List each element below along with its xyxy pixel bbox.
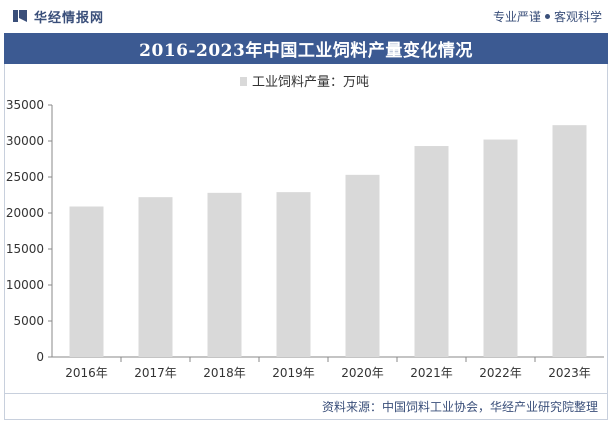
bar-chart: 工业饲料产量：万吨 0 5000 10000 15000 20000 25000 30000 3… (6, 75, 604, 380)
legend-swatch (240, 77, 247, 86)
x-tick-label: 2023年 (548, 366, 591, 380)
y-tick-label: 25000 (6, 170, 44, 184)
y-tick-label: 15000 (6, 242, 44, 256)
brand-name: 华经情报网 (34, 10, 105, 26)
bar (345, 174, 380, 357)
legend-label: 工业饲料产量：万吨 (252, 75, 369, 90)
slogan-right: 客观科学 (553, 9, 602, 24)
x-tick-label: 2021年 (410, 366, 453, 380)
x-tick-label: 2019年 (272, 366, 315, 380)
chart-title: 2016-2023年中国工业饲料产量变化情况 (139, 41, 473, 61)
slogan-left: 专业严谨 (492, 9, 541, 24)
y-tick-label: 0 (36, 350, 44, 364)
brand: 华经情报网 (12, 7, 104, 26)
bar (207, 192, 242, 357)
header-bar: 华经情报网 专业严谨 客观科学 (0, 0, 612, 32)
y-tick-label: 10000 (6, 278, 44, 292)
bar (276, 192, 311, 357)
footer-divider (4, 393, 608, 394)
title-bar: 2016-2023年中国工业饲料产量变化情况 (4, 33, 608, 64)
x-tick-label: 2020年 (341, 366, 384, 380)
y-tick-label: 5000 (13, 314, 44, 328)
bar (552, 125, 587, 357)
x-tick-label: 2017年 (134, 366, 177, 380)
slogan: 专业严谨 客观科学 (493, 8, 602, 25)
source-note: 资料来源：中国饲料工业协会，华经产业研究院整理 (321, 400, 598, 414)
x-tick-label: 2018年 (203, 366, 246, 380)
x-tick-label: 2022年 (479, 366, 522, 380)
bar (69, 206, 104, 357)
x-tick-label: 2016年 (65, 366, 108, 380)
bar (138, 197, 173, 357)
bar (483, 139, 518, 357)
bullet-dot-icon (544, 13, 550, 19)
logo-icon (13, 10, 27, 22)
y-tick-label: 20000 (6, 206, 44, 220)
bar (414, 146, 449, 357)
y-tick-label: 35000 (6, 98, 44, 112)
y-tick-label: 30000 (6, 134, 44, 148)
